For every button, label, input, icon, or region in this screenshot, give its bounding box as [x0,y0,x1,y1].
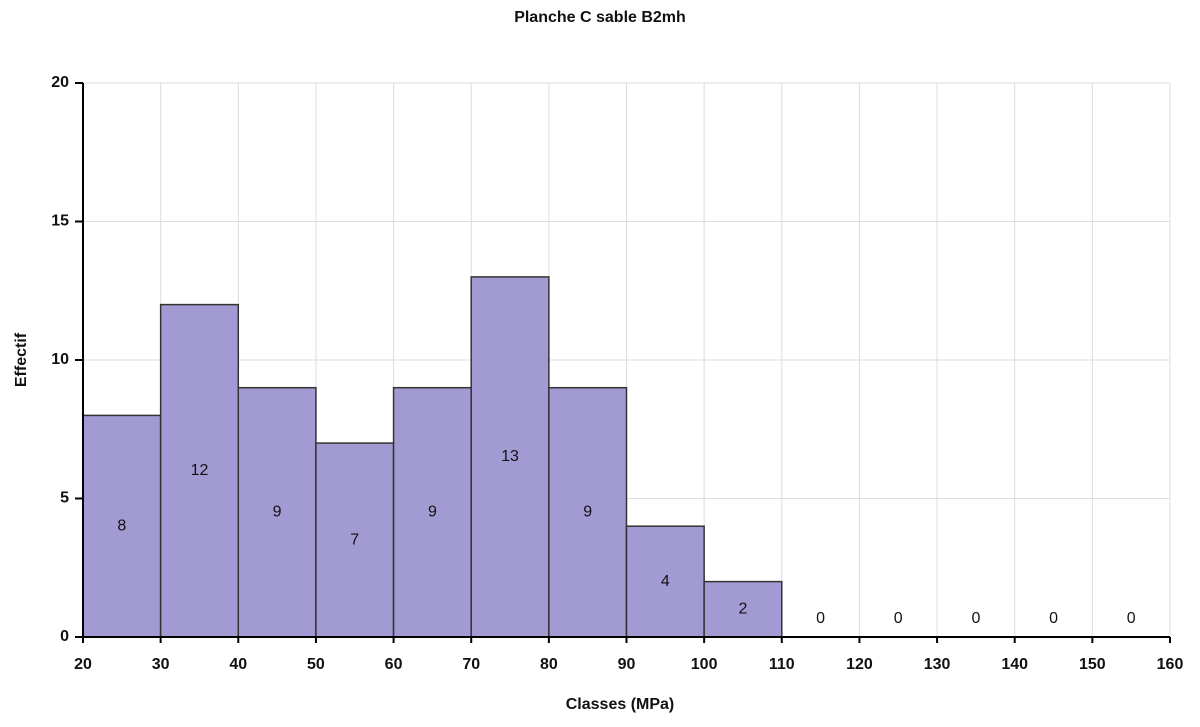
chart-title: Planche C sable B2mh [514,9,686,26]
data-label: 0 [894,610,903,627]
data-label: 4 [661,573,670,590]
y-tick-label: 5 [60,490,69,507]
x-tick-label: 160 [1157,656,1184,673]
x-axis-label: Classes (MPa) [566,696,675,713]
data-label: 0 [971,610,980,627]
x-tick-label: 70 [462,656,480,673]
bar [703,580,783,638]
x-tick-label: 90 [618,656,636,673]
data-label: 0 [1049,610,1058,627]
x-tick-label: 80 [540,656,558,673]
data-label: 9 [583,504,592,521]
x-tick-label: 110 [769,656,795,673]
y-axis-label: Effectif [13,332,30,387]
y-tick-label: 15 [51,213,69,230]
x-tick-label: 150 [1079,656,1106,673]
x-tick-label: 50 [307,656,325,673]
bar [315,442,395,638]
x-tick-label: 120 [846,656,873,673]
data-label: 8 [117,517,126,534]
x-tick-label: 20 [74,656,92,673]
data-label: 9 [273,504,282,521]
x-tick-label: 30 [152,656,170,673]
bar [470,276,550,638]
data-label: 0 [1127,610,1136,627]
bar [82,414,162,638]
y-tick-label: 0 [60,628,69,645]
y-tick-label: 10 [51,351,69,368]
x-tick-label: 140 [1001,656,1028,673]
x-tick-label: 40 [229,656,247,673]
data-label: 12 [191,462,209,479]
data-label: 9 [428,504,437,521]
y-tick-label: 20 [51,74,69,91]
bar [159,303,240,638]
x-tick-label: 130 [924,656,951,673]
data-label: 7 [350,531,359,548]
bar [237,386,317,638]
data-label: 2 [739,601,748,618]
bar [392,386,472,638]
x-tick-label: 100 [691,656,718,673]
x-tick-label: 60 [385,656,403,673]
data-label: 0 [816,610,825,627]
data-label: 13 [501,448,519,465]
